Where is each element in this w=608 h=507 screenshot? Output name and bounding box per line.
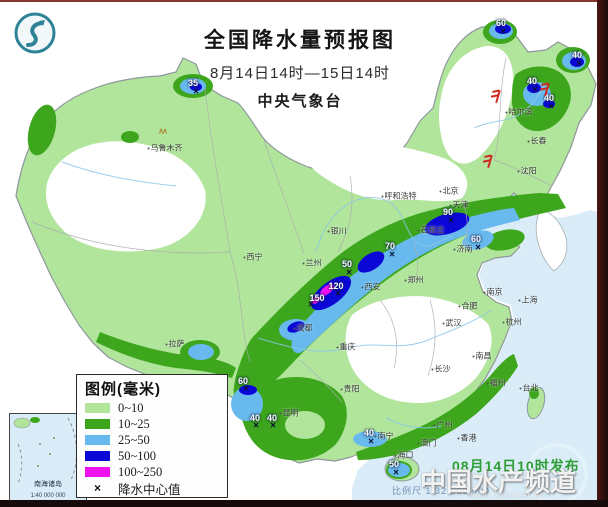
map-scale-text: 比例尺 1:32 000 000 [392,486,491,496]
map-title: 全国降水量预报图 [204,29,396,52]
yellow-river [315,197,453,253]
band-main-blue [291,208,520,354]
darkblue-ne-east [570,57,584,67]
watermark-text: 中国水产频道 [420,467,577,497]
green-shandong [485,229,525,251]
darkblue-ne-harbin2 [543,100,555,108]
legend-swatch [85,403,110,413]
darkblue-chengdu [287,321,305,333]
white-central [345,296,492,404]
channel-logo-icon [14,12,56,54]
legend-item: 50~100 [85,448,221,464]
center-value-cross-icon: × [93,481,101,495]
issue-time: 08月14日10时发布 [452,458,580,474]
blue-yunnan [231,387,263,421]
green-west-xinjiang [27,104,57,156]
magenta-core-1 [320,284,334,296]
darkblue-ne-top [495,24,511,34]
tarim-river [61,161,177,187]
agency-name: 中央气象台 [257,93,343,110]
korea-peninsula [535,208,568,272]
white-northeast [439,46,514,164]
white-inner-mongolia [292,124,468,202]
darkblue-altay [190,83,202,91]
south-china-sea-inset: 南海诸岛 1:40 000 000 [9,413,87,503]
legend-items: 0~10 10~25 25~50 50~100 100~250 [85,400,221,480]
yunnan-lightgreen-hole [285,411,325,439]
white-tarim [45,141,206,252]
inset-hainan [13,417,31,429]
legend-title: 图例(毫米) [85,381,161,398]
rivers [61,85,545,429]
inset-island [30,417,40,423]
legend-item: 100~250 [85,464,221,480]
legend-swatch [85,435,110,445]
pearl-river [385,417,443,429]
magenta-core-2 [311,296,321,304]
darkblue-shaanxi-ne [357,251,385,273]
watermark-url: www.fishfirst.cn [468,490,547,500]
inset-scale: 1:40 000 000 [30,493,66,499]
legend-swatch [85,451,110,461]
sea [352,193,597,500]
sea-layer [352,193,597,500]
inset-title: 南海诸岛 [34,481,62,488]
forecast-period: 8月14日14时—15日14时 [209,65,391,82]
title-block: 全国降水量预报图 8月14日14时—15日14时 中央气象台 [204,24,396,111]
green-se-coast [356,354,518,460]
green-urumqi-spot [121,131,139,143]
frame-bottom-edge [0,500,608,507]
green-taiwan-tip [529,387,539,399]
darkblue-shaanxi-sw [310,275,352,311]
legend-range-label: 25~50 [118,432,150,447]
green-tibet-south [96,332,236,378]
darkblue-hebei [424,212,470,236]
blue-hainan [388,463,410,477]
legend-swatch [85,467,110,477]
legend-range-label: 100~250 [118,464,163,479]
legend-item: 0~10 [85,400,221,416]
legend-swatch [85,419,110,429]
no-rain-layer [45,46,514,404]
songhua-river [473,85,545,129]
legend-center-row: × 降水中心值 [85,480,221,497]
yangtze-river [257,309,493,352]
legend-item: 25~50 [85,432,221,448]
rain-100-250-layer [311,284,334,304]
province-borders [31,57,553,403]
rain-50-100-layer [190,24,584,395]
legend-range-label: 10~25 [118,416,150,431]
blue-tibet [188,344,214,360]
darkblue-yunnan [239,385,257,395]
darkblue-ne-harbin1 [527,83,541,93]
inset-dash-line-west [17,443,23,485]
center-value-label: 降水中心值 [118,482,181,497]
band-main-green [233,193,566,403]
legend-range-label: 0~10 [118,400,144,415]
frame-right-edge [597,0,608,507]
legend: 图例(毫米) 0~10 10~25 25~50 50~100 100~250 × 降水中… [76,374,228,498]
blue-south-coast [353,431,387,447]
frame-top-edge [0,0,608,2]
blue-jinan [462,230,494,250]
legend-range-label: 50~100 [118,448,157,463]
legend-item: 10~25 [85,416,221,432]
